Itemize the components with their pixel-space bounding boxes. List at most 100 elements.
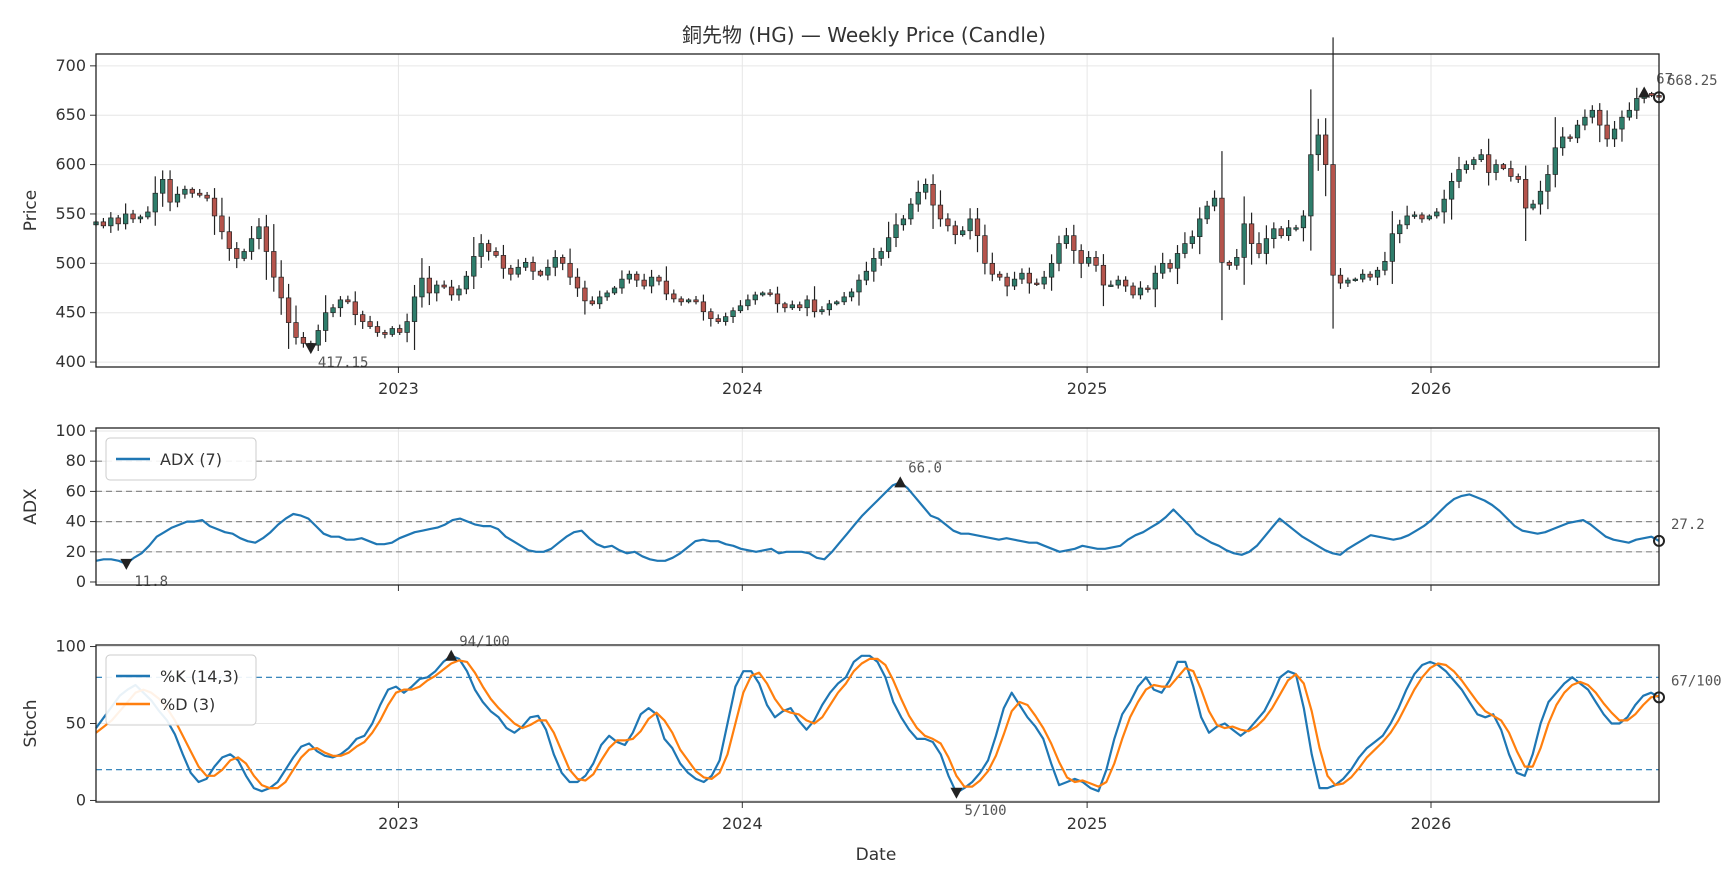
candle-body <box>1048 262 1055 278</box>
candle-body <box>1248 223 1255 244</box>
candle-body <box>463 275 470 290</box>
candle-body <box>1034 282 1040 285</box>
candle-body <box>1648 93 1655 96</box>
candle-body <box>811 299 818 313</box>
adx-y-axis-label: ADX <box>21 488 41 525</box>
candle-body <box>1456 169 1462 182</box>
candle-body <box>1589 109 1595 118</box>
candle-body <box>1234 257 1240 266</box>
candle-body <box>937 204 944 220</box>
candle-body <box>1100 264 1107 286</box>
candle-body <box>1085 257 1092 264</box>
candle-body <box>241 251 247 259</box>
candle-body <box>1078 250 1084 264</box>
candle-body <box>1278 228 1284 237</box>
stoch-xtick-label: 2023 <box>378 814 419 833</box>
candle-body <box>219 215 225 233</box>
candle-body <box>960 230 966 236</box>
candle-body <box>648 276 655 287</box>
adx-ytick-label: 100 <box>55 421 86 440</box>
candle-body <box>767 292 773 295</box>
candle-body <box>900 218 907 226</box>
candle-body <box>841 296 847 303</box>
candle-body <box>989 262 995 275</box>
candle-body <box>1382 261 1388 271</box>
adx-line <box>95 481 1660 566</box>
price-panel: 400 450 500 550 600 650 700 2023 2024 2025 2026 Pri… <box>21 37 1718 398</box>
candle-body <box>1611 128 1618 140</box>
candle-body <box>389 328 395 335</box>
candle-body <box>1604 124 1610 140</box>
candle-body <box>300 337 307 344</box>
candle-body <box>745 299 751 307</box>
candle-body <box>160 179 166 194</box>
candle-body <box>1056 243 1062 264</box>
candle-body <box>923 183 929 193</box>
candle-body <box>1197 218 1203 238</box>
candle-body <box>997 273 1003 278</box>
candle-body <box>1137 287 1144 296</box>
adx-max-marker <box>894 476 907 488</box>
stoch-legend-label-1: %D (3) <box>160 695 215 714</box>
candle-body <box>278 276 284 299</box>
candle-body <box>737 305 744 312</box>
stoch-max-marker <box>445 649 458 661</box>
candle-body <box>930 183 936 206</box>
candle-body <box>1145 287 1151 290</box>
stoch-ytick-label: 50 <box>66 714 86 733</box>
candle-body <box>1360 273 1366 280</box>
adx-min-label: 11.8 <box>134 574 168 590</box>
price-high-marker <box>1638 86 1651 98</box>
candle-body <box>708 311 714 319</box>
candle-body <box>885 237 892 252</box>
candle-body <box>100 221 107 227</box>
candle-body <box>397 328 403 333</box>
candle-body <box>1397 224 1403 235</box>
candle-body <box>189 188 195 194</box>
candle-body <box>1537 190 1544 205</box>
candle-body <box>115 217 121 225</box>
stoch-d-line <box>95 657 1660 790</box>
candle-body <box>1582 116 1588 126</box>
candle-body <box>1071 235 1077 251</box>
stoch-k-line <box>95 654 1660 794</box>
candle-body <box>1626 109 1633 118</box>
adx-min-marker <box>120 558 133 570</box>
candle-body <box>1530 203 1536 209</box>
candle-body <box>1160 262 1166 274</box>
candle-body <box>337 299 344 309</box>
candle-body <box>1108 284 1114 287</box>
price-high-label: 67 <box>1656 71 1673 87</box>
candle-body <box>1567 136 1573 139</box>
candle-body <box>382 332 388 335</box>
candle-body <box>1271 228 1277 239</box>
adx-frame <box>95 427 1660 586</box>
candle-body <box>537 270 544 276</box>
candle-body <box>1256 243 1262 254</box>
candle-body <box>1367 273 1373 278</box>
stoch-ytick-label: 0 <box>76 790 86 809</box>
stoch-max-label: 94/100 <box>459 634 510 650</box>
candle-body <box>641 279 647 287</box>
candle-body <box>1597 109 1603 126</box>
candle-body <box>345 299 351 303</box>
candle-body <box>145 211 151 218</box>
candle-body <box>611 287 618 294</box>
candle-body <box>893 224 899 239</box>
candle-body <box>1315 134 1321 156</box>
stoch-legend-label-0: %K (14,3) <box>160 667 239 686</box>
adx-panel: 0 20 40 60 80 100 ADX 66.0 11.8 27.2 ADX (7) <box>21 421 1705 591</box>
candle-body <box>715 318 721 322</box>
candle-body <box>582 287 588 302</box>
stoch-y-axis-label: Stoch <box>21 700 41 748</box>
candle-body <box>685 299 692 303</box>
candle-body <box>137 216 144 220</box>
stoch-panel: 0 50 100 2023 2024 2025 2026 Stoch 94/100 5/100 67… <box>21 634 1722 833</box>
candle-body <box>1508 168 1514 177</box>
candle-body <box>122 213 129 225</box>
candle-body <box>1389 233 1395 262</box>
candle-body <box>1434 211 1440 217</box>
candle-body <box>552 257 558 268</box>
candle-body <box>197 192 203 196</box>
candle-body <box>426 277 432 294</box>
